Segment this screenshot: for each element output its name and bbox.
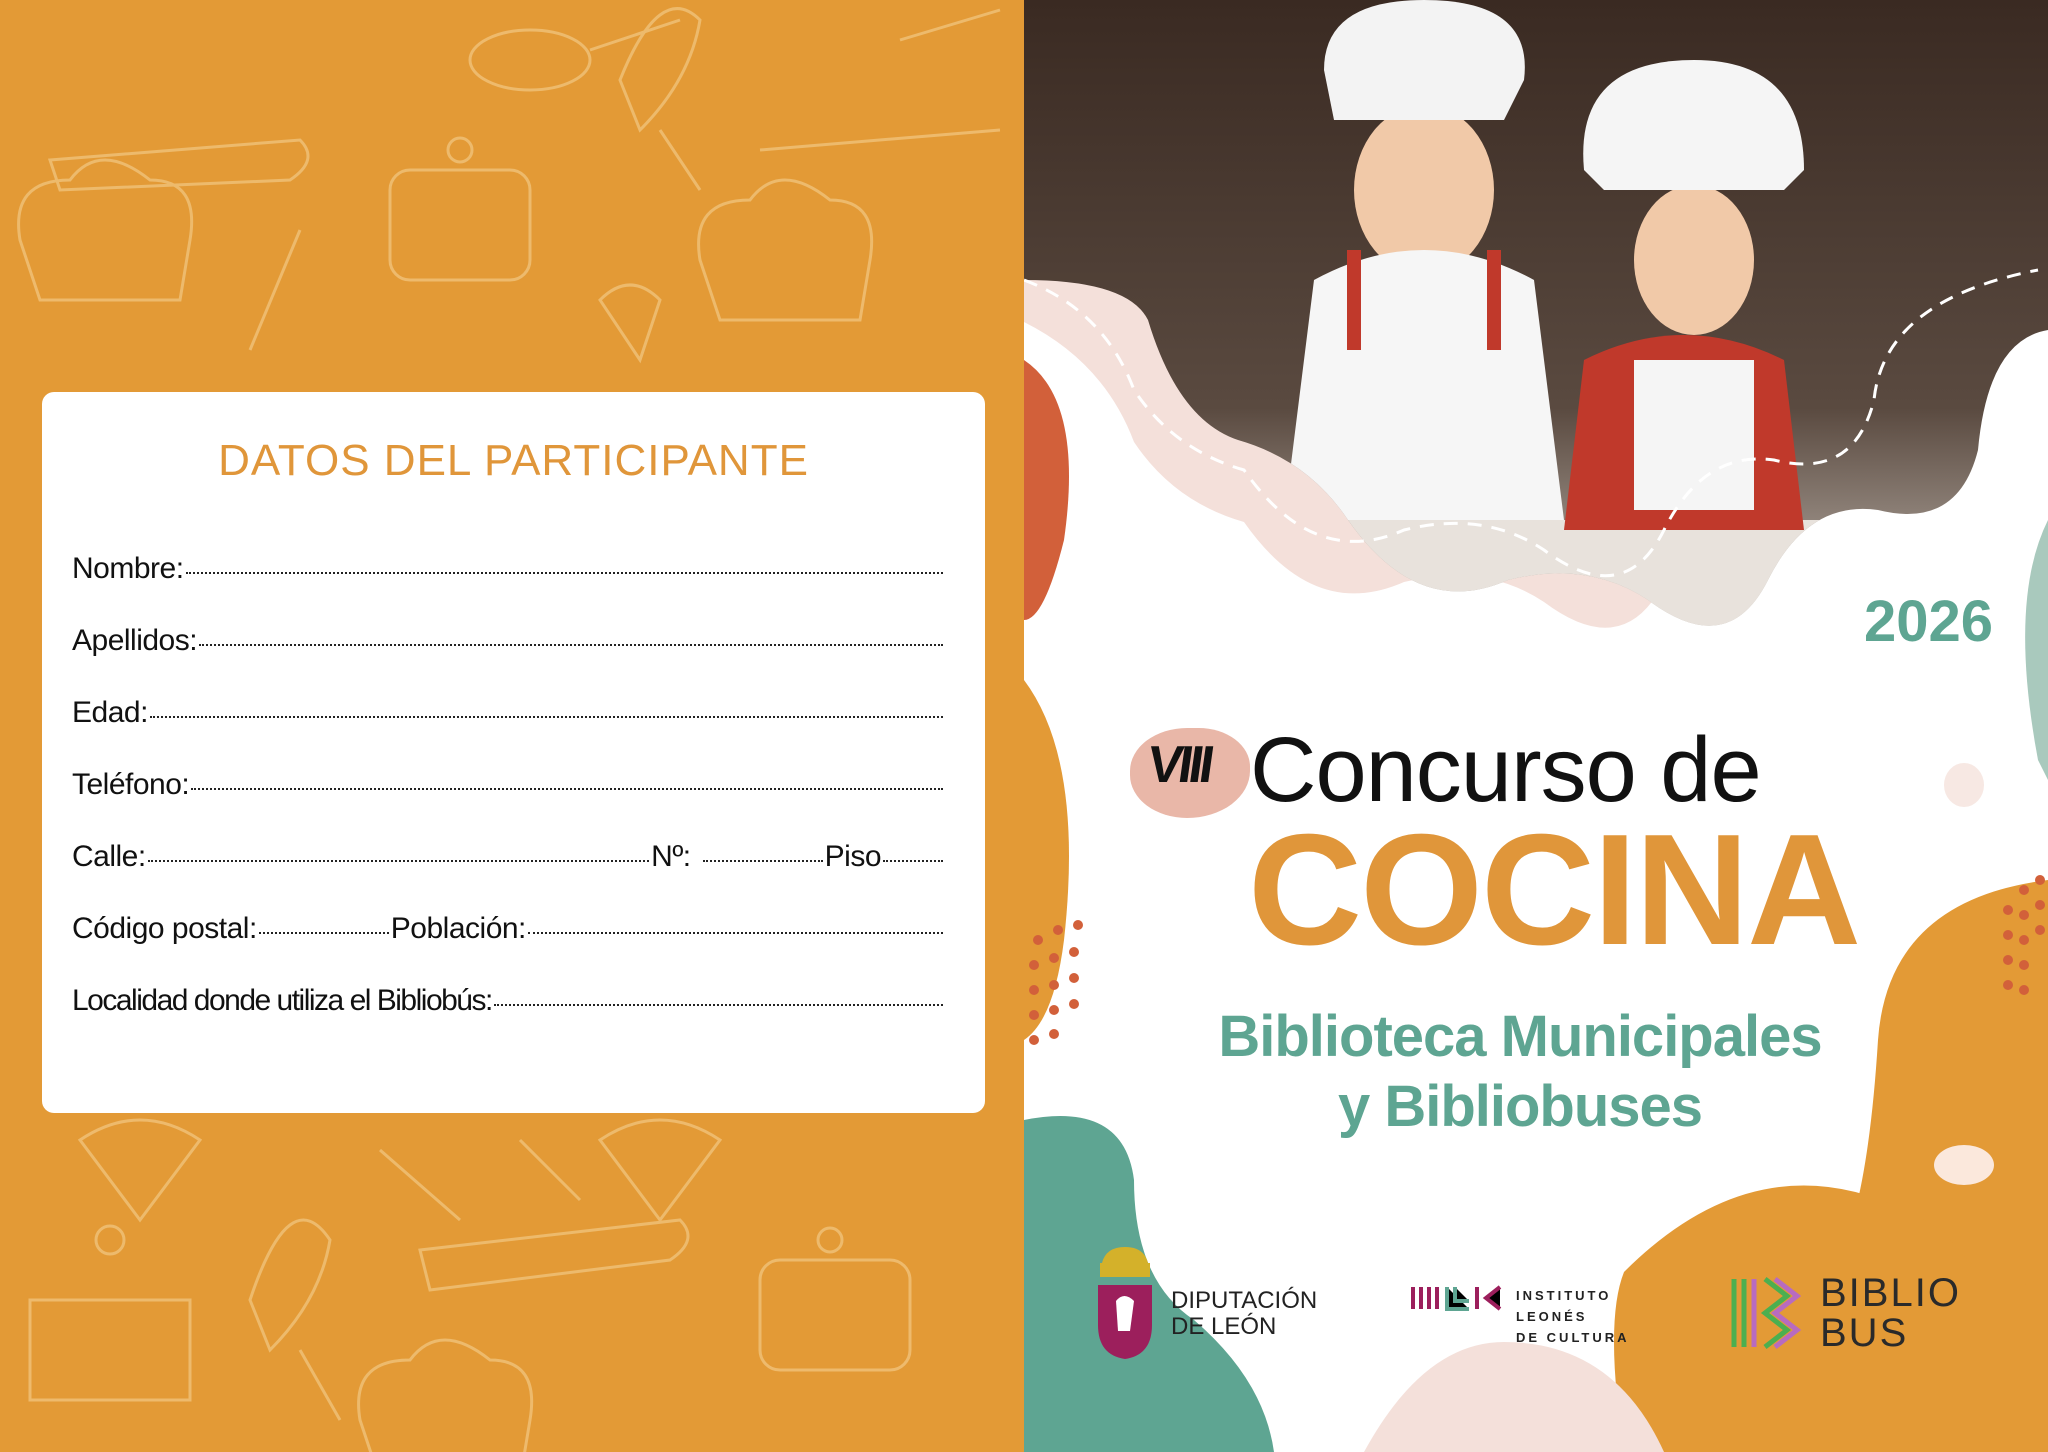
- logo-line: BUS: [1820, 1311, 1909, 1355]
- field-label: Calle:: [72, 840, 146, 873]
- back-cover: DATOS DEL PARTICIPANTE Nombre: Apellidos…: [0, 0, 1024, 1452]
- diputacion-de-leon-logo-text: DIPUTACIÓN DE LEÓN: [1171, 1288, 1317, 1340]
- title-line-2: COCINA: [1248, 802, 1861, 978]
- fill-line[interactable]: [258, 932, 389, 934]
- logo-line: INSTITUTO: [1516, 1288, 1612, 1303]
- field-label: Teléfono:: [72, 768, 190, 801]
- fill-line[interactable]: [149, 716, 943, 718]
- logo-line: BIBLIO: [1820, 1271, 1961, 1315]
- fill-line[interactable]: [147, 860, 650, 862]
- dot-pattern-left: [1029, 920, 1083, 1045]
- bibliobus-logo-text: BIBLIO BUS: [1820, 1273, 1961, 1353]
- instituto-leones-cultura-logo-mark: [1411, 1285, 1502, 1311]
- title-line-1: Concurso de: [1250, 719, 1762, 821]
- subtitle-line-1: Biblioteca Municipales: [1218, 1004, 1822, 1069]
- field-nombre[interactable]: Nombre:: [72, 552, 945, 586]
- field-label: Nombre:: [72, 552, 184, 585]
- field-label-numero: Nº:: [651, 840, 691, 873]
- participant-data-form: DATOS DEL PARTICIPANTE Nombre: Apellidos…: [42, 392, 985, 1113]
- bibliobus-logo-mark: [1731, 1277, 1801, 1349]
- field-label: Código postal:: [72, 912, 257, 945]
- field-codigo-postal[interactable]: Código postal: Población:: [72, 912, 945, 946]
- fill-line[interactable]: [527, 932, 943, 934]
- fill-line[interactable]: [199, 644, 943, 646]
- logo-line: DIPUTACIÓN: [1171, 1287, 1318, 1314]
- fill-line[interactable]: [185, 572, 943, 574]
- logo-line: DE CULTURA: [1516, 1330, 1630, 1345]
- kitchen-pattern-background: [17, 7, 1001, 1452]
- edition-number: VIII: [1143, 736, 1215, 794]
- form-title: DATOS DEL PARTICIPANTE: [218, 436, 809, 485]
- field-label: Apellidos:: [72, 624, 198, 657]
- field-label: Edad:: [72, 696, 148, 729]
- field-apellidos[interactable]: Apellidos:: [72, 624, 945, 658]
- fill-line[interactable]: [883, 860, 943, 862]
- field-localidad[interactable]: Localidad donde utiliza el Bibliobús:: [72, 984, 945, 1018]
- field-label-poblacion: Población:: [390, 912, 527, 945]
- edition-year: 2026: [1864, 589, 1994, 654]
- field-telefono[interactable]: Teléfono:: [72, 768, 945, 802]
- field-label: Localidad donde utiliza el Bibliobús:: [72, 984, 493, 1017]
- logo-line: LEONÉS: [1516, 1309, 1588, 1324]
- fill-line[interactable]: [493, 1004, 943, 1006]
- subtitle-line-2: y Bibliobuses: [1337, 1074, 1703, 1139]
- fill-line[interactable]: [191, 788, 943, 790]
- field-label-piso: Piso: [824, 840, 882, 873]
- field-edad[interactable]: Edad:: [72, 696, 945, 730]
- field-calle[interactable]: Calle: Nº: Piso: [72, 840, 945, 874]
- diputacion-de-leon-shield-logo: [1098, 1247, 1152, 1359]
- children-cooking-photo: [1024, 0, 2048, 628]
- edition-badge-background: [1130, 728, 1250, 818]
- front-cover: DIPUTACIÓN DE LEÓN INSTITUTO LEONÉS DE C…: [1024, 0, 2048, 1452]
- instituto-leones-cultura-logo-text: INSTITUTO LEONÉS DE CULTURA: [1516, 1285, 1630, 1348]
- dot-pattern-right: [2003, 875, 2045, 995]
- decorative-shapes: [1024, 360, 2048, 1452]
- logo-line: DE LEÓN: [1171, 1313, 1277, 1340]
- fill-line[interactable]: [702, 860, 823, 862]
